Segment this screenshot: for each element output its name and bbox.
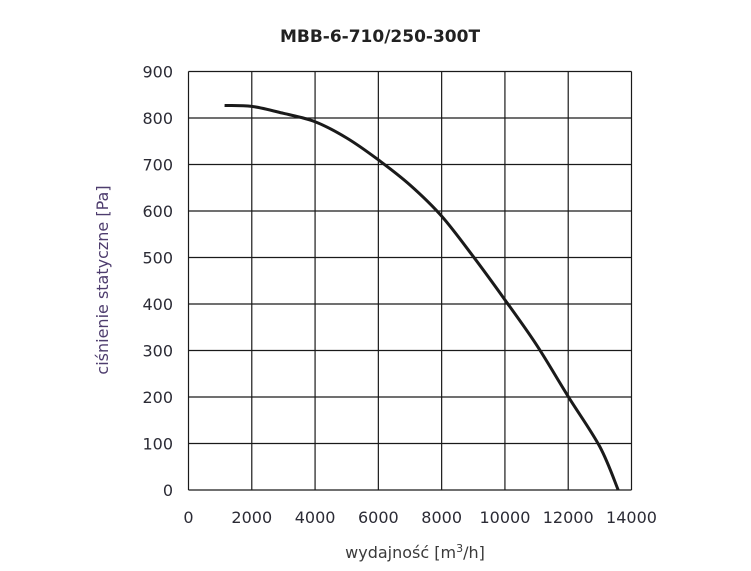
x-axis-label: wydajność [m3/h] xyxy=(345,542,485,562)
x-axis-label-end: /h] xyxy=(463,543,485,562)
y-tick-label: 500 xyxy=(142,249,173,268)
x-tick-label: 2000 xyxy=(231,508,272,527)
x-axis-label-main: wydajność [m xyxy=(345,543,456,562)
grid xyxy=(187,70,633,491)
y-tick-label: 200 xyxy=(142,388,173,407)
x-tick-labels: 0 2000 4000 6000 8000 10000 12000 14000 xyxy=(183,508,657,527)
y-tick-label: 0 xyxy=(163,481,173,500)
series-line-fan-curve xyxy=(224,103,620,491)
x-tick-label: 8000 xyxy=(421,508,462,527)
y-tick-label: 700 xyxy=(142,156,173,175)
y-tick-label: 600 xyxy=(142,202,173,221)
y-tick-label: 300 xyxy=(142,342,173,361)
x-tick-label: 14000 xyxy=(606,508,657,527)
x-tick-label: 10000 xyxy=(479,508,530,527)
y-tick-label: 400 xyxy=(142,295,173,314)
chart-title: MBB-6-710/250-300T xyxy=(280,27,480,47)
y-tick-label: 100 xyxy=(142,435,173,454)
x-tick-label: 12000 xyxy=(543,508,594,527)
y-axis-label: ciśnienie statyczne [Pa] xyxy=(93,185,112,374)
x-axis-label-sup: 3 xyxy=(456,542,463,555)
x-tick-label: 6000 xyxy=(358,508,399,527)
y-tick-labels: 0 100 200 300 400 500 600 700 800 900 xyxy=(142,63,173,501)
y-tick-label: 800 xyxy=(142,109,173,128)
x-tick-label: 4000 xyxy=(295,508,336,527)
y-tick-label: 900 xyxy=(142,63,173,82)
x-tick-label: 0 xyxy=(183,508,193,527)
